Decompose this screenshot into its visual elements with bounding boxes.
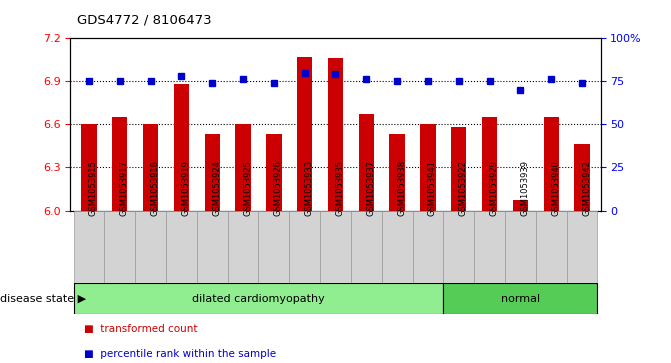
- Bar: [566, 211, 597, 283]
- Bar: [174, 84, 189, 211]
- Text: GSM1053924: GSM1053924: [212, 160, 221, 216]
- Bar: [236, 125, 251, 211]
- Text: GSM1053918: GSM1053918: [150, 160, 160, 216]
- Bar: [544, 117, 559, 211]
- Bar: [205, 134, 220, 211]
- Bar: [135, 211, 166, 283]
- Bar: [289, 211, 320, 283]
- Bar: [444, 211, 474, 283]
- Text: GSM1053925: GSM1053925: [243, 160, 252, 216]
- Text: GSM1053942: GSM1053942: [582, 160, 591, 216]
- Bar: [382, 211, 413, 283]
- Bar: [451, 127, 466, 211]
- Bar: [320, 211, 351, 283]
- Text: GSM1053935: GSM1053935: [336, 160, 344, 216]
- Bar: [112, 117, 127, 211]
- Text: disease state ▶: disease state ▶: [0, 294, 86, 303]
- Text: GSM1053915: GSM1053915: [89, 160, 98, 216]
- Bar: [474, 211, 505, 283]
- Bar: [413, 211, 444, 283]
- Bar: [328, 58, 343, 211]
- Bar: [197, 211, 227, 283]
- Bar: [81, 125, 97, 211]
- Bar: [74, 211, 105, 283]
- Text: GSM1053926: GSM1053926: [274, 160, 283, 216]
- Bar: [143, 125, 158, 211]
- Bar: [166, 211, 197, 283]
- Bar: [227, 211, 258, 283]
- Bar: [358, 114, 374, 211]
- Bar: [297, 57, 313, 211]
- Text: ■  percentile rank within the sample: ■ percentile rank within the sample: [84, 349, 276, 359]
- Bar: [444, 283, 597, 314]
- Bar: [420, 125, 435, 211]
- Bar: [74, 283, 444, 314]
- Text: GSM1053941: GSM1053941: [428, 160, 437, 216]
- Text: GSM1053922: GSM1053922: [459, 160, 468, 216]
- Text: ■  transformed count: ■ transformed count: [84, 323, 197, 334]
- Bar: [258, 211, 289, 283]
- Text: GSM1053919: GSM1053919: [181, 160, 191, 216]
- Text: GSM1053917: GSM1053917: [119, 160, 129, 216]
- Bar: [505, 211, 536, 283]
- Text: GSM1053938: GSM1053938: [397, 160, 406, 216]
- Text: GSM1053940: GSM1053940: [552, 160, 560, 216]
- Bar: [482, 117, 497, 211]
- Text: GSM1053929: GSM1053929: [490, 160, 499, 216]
- Text: GSM1053937: GSM1053937: [366, 160, 375, 216]
- Bar: [536, 211, 566, 283]
- Text: GDS4772 / 8106473: GDS4772 / 8106473: [77, 13, 212, 26]
- Bar: [513, 200, 528, 211]
- Bar: [105, 211, 135, 283]
- Bar: [351, 211, 382, 283]
- Text: dilated cardiomyopathy: dilated cardiomyopathy: [192, 294, 325, 303]
- Text: GSM1053939: GSM1053939: [521, 160, 529, 216]
- Text: GSM1053933: GSM1053933: [305, 160, 313, 216]
- Bar: [389, 134, 405, 211]
- Text: normal: normal: [501, 294, 540, 303]
- Bar: [266, 134, 282, 211]
- Bar: [574, 144, 590, 211]
